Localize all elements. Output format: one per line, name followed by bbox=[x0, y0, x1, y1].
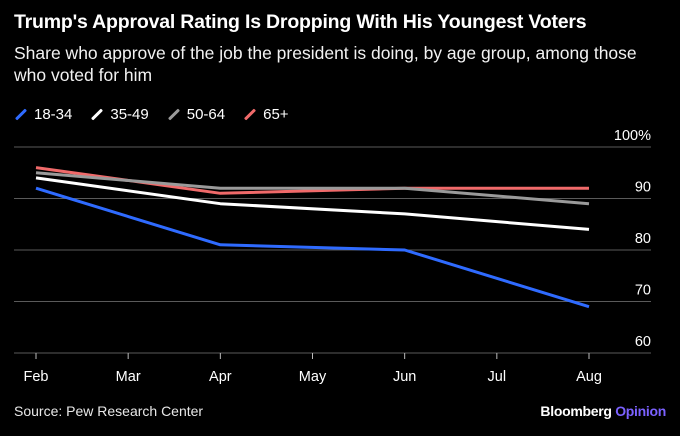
x-tick-label-apr: Apr bbox=[209, 369, 232, 385]
x-tick-label-may: May bbox=[299, 369, 327, 385]
y-tick-label-100: 100% bbox=[614, 128, 651, 144]
legend-swatch bbox=[244, 107, 257, 121]
series-line-18-34 bbox=[35, 186, 590, 309]
legend-item-18-34: 18-34 bbox=[14, 106, 72, 123]
y-tick-label-90: 90 bbox=[635, 180, 651, 196]
y-tick-label-70: 70 bbox=[635, 283, 651, 299]
legend-label: 50-64 bbox=[186, 105, 226, 123]
brand-name: Bloomberg bbox=[540, 403, 612, 419]
chart-legend: 18-34 35-49 50-64 65+ bbox=[14, 103, 289, 125]
chart-subtitle: Share who approve of the job the preside… bbox=[14, 43, 637, 85]
x-tick-label-jul: Jul bbox=[488, 369, 507, 385]
bloomberg-opinion-logo: Bloomberg Opinion bbox=[540, 403, 666, 419]
legend-label: 35-49 bbox=[110, 105, 149, 123]
legend-item-35-49: 35-49 bbox=[90, 105, 149, 123]
legend-item-50-64: 50-64 bbox=[167, 106, 225, 123]
line-chart: 60 70 80 90 100% Feb Mar Apr May Jun Jul Aug bbox=[14, 128, 651, 385]
legend-label: 18-34 bbox=[34, 105, 73, 123]
x-tick-label-aug: Aug bbox=[576, 369, 602, 385]
legend-swatch bbox=[14, 107, 28, 121]
y-tick-label-80: 80 bbox=[635, 231, 651, 247]
chart-title: Trump's Approval Rating Is Dropping With… bbox=[14, 11, 587, 33]
series-line-35-49 bbox=[35, 176, 590, 231]
series-line-50-64 bbox=[35, 171, 590, 206]
source-note: Source: Pew Research Center bbox=[14, 403, 204, 419]
x-tick-label-feb: Feb bbox=[24, 369, 49, 385]
legend-label: 65+ bbox=[263, 105, 289, 123]
legend-swatch bbox=[91, 107, 104, 121]
y-tick-label-60: 60 bbox=[635, 334, 651, 350]
x-tick-label-jun: Jun bbox=[393, 369, 416, 385]
legend-item-65plus: 65+ bbox=[243, 105, 289, 123]
x-tick-label-mar: Mar bbox=[116, 369, 141, 385]
brand-accent: Opinion bbox=[615, 403, 666, 419]
legend-swatch bbox=[167, 107, 180, 121]
